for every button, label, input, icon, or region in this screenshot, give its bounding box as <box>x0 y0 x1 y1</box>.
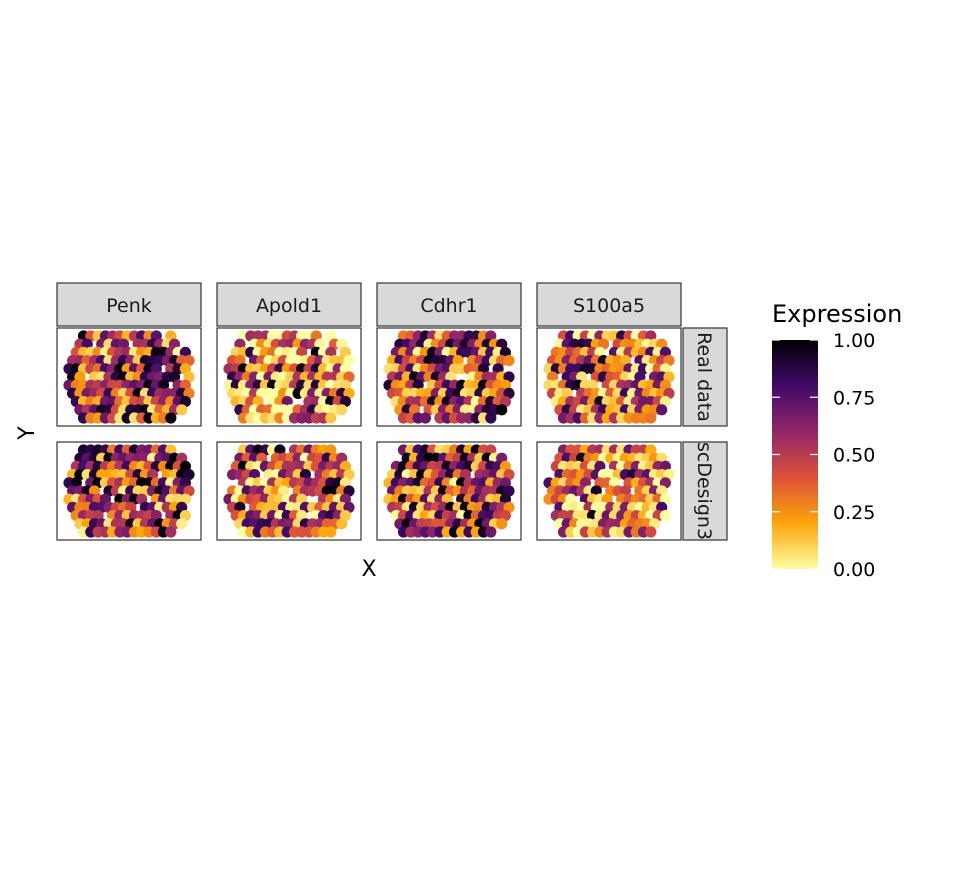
legend-tick-label: 0.00 <box>833 559 875 581</box>
facet-panel <box>376 327 522 427</box>
facet-strip-column: Penk <box>56 282 202 327</box>
spot-layer <box>383 330 515 424</box>
strip-label-clip: scDesign3 <box>693 442 715 540</box>
legend-tick-label: 0.50 <box>833 445 875 467</box>
spot-layer <box>223 444 355 538</box>
data-point <box>656 404 668 416</box>
data-point <box>659 509 672 522</box>
legend-ticks: 1.00 0.75 0.50 0.25 0.00 <box>772 330 875 581</box>
facet-strip-column: Cdhr1 <box>376 282 522 327</box>
spot-layer <box>223 330 355 424</box>
y-axis-label: Y <box>15 426 40 441</box>
strip-label: Penk <box>106 295 152 317</box>
data-point <box>176 404 188 416</box>
legend: Expression 1.00 0.75 0.50 0.25 0.00 <box>772 300 902 581</box>
strip-label-clip: Real data <box>693 332 715 422</box>
spot-layer <box>543 330 675 424</box>
strip-label: S100a5 <box>573 295 645 317</box>
strip-background <box>56 282 202 327</box>
spot-layer <box>543 444 675 538</box>
facet-panel <box>536 441 682 541</box>
strip-label: Real data <box>693 332 715 422</box>
facet-panel <box>536 327 682 427</box>
data-point <box>336 518 348 530</box>
data-point <box>325 412 337 424</box>
strip-label: Apold1 <box>256 295 322 317</box>
data-point <box>496 404 508 416</box>
data-point <box>176 518 188 530</box>
facet-strip-column: Apold1 <box>216 282 362 327</box>
facet-panel <box>216 441 362 541</box>
x-axis-label: X <box>361 557 376 582</box>
data-point <box>325 526 337 538</box>
data-point <box>336 404 348 416</box>
facet-panel <box>216 327 362 427</box>
spot-layer <box>383 444 515 538</box>
data-point <box>503 355 515 367</box>
data-point <box>165 412 177 424</box>
facet-strip-row: Real data <box>682 327 728 427</box>
spot-layer <box>63 330 195 424</box>
strip-background <box>682 327 728 427</box>
facet-panels: Penk Apold1 Cdhr1 S100a5 Real data scDesign3 <box>56 282 728 541</box>
facet-panel <box>376 441 522 541</box>
data-point <box>485 526 497 538</box>
strip-label: Cdhr1 <box>420 295 477 317</box>
strip-background <box>536 282 682 327</box>
facet-panel <box>56 441 202 541</box>
data-point <box>496 518 508 530</box>
facet-strip-row: scDesign3 <box>682 441 728 541</box>
legend-tick-label: 0.75 <box>833 387 875 409</box>
data-point <box>485 412 497 424</box>
legend-title: Expression <box>772 300 902 328</box>
data-point <box>165 526 177 538</box>
legend-tick-label: 0.25 <box>833 502 875 524</box>
strip-background <box>376 282 522 327</box>
legend-tick-label: 1.00 <box>833 330 875 352</box>
facet-strip-column: S100a5 <box>536 282 682 327</box>
strip-background <box>216 282 362 327</box>
data-point <box>419 412 431 424</box>
spot-layer <box>63 444 195 538</box>
strip-label: scDesign3 <box>693 442 715 540</box>
strip-background <box>682 441 728 541</box>
facet-panel <box>56 327 202 427</box>
data-point <box>645 526 657 538</box>
data-point <box>645 412 657 424</box>
